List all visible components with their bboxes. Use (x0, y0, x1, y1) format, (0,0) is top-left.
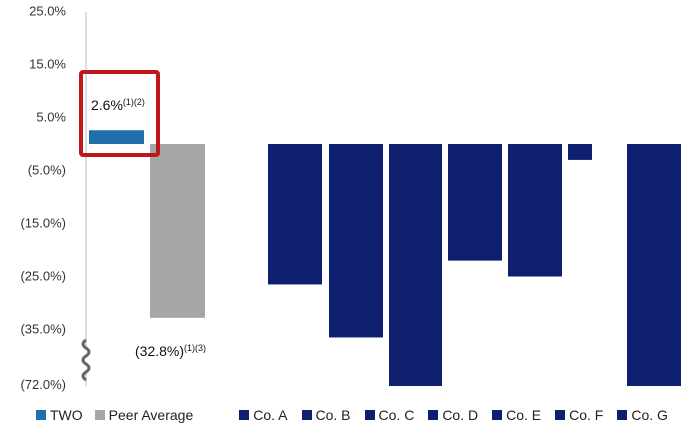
legend-label: Co. A (253, 407, 288, 423)
legend-swatch (36, 410, 46, 420)
legend-swatch (364, 410, 375, 420)
legend-label: Co. G (631, 407, 668, 423)
bar-peer-average (150, 144, 205, 318)
legend-item-co-e: Co. E (492, 407, 541, 423)
legend-label: Co. C (378, 407, 415, 423)
y-tick-label: (25.0%) (20, 269, 66, 284)
legend-item-co-a: Co. A (239, 407, 288, 423)
bar-co-g (627, 144, 681, 386)
legend-swatch (94, 410, 105, 420)
legend-swatch (617, 410, 628, 420)
bar-co-e (508, 144, 562, 277)
axis-break-icon (81, 338, 91, 382)
legend-item-co-b: Co. B (301, 407, 351, 423)
bar-co-c (389, 144, 442, 386)
legend-item-co-c: Co. C (364, 407, 415, 423)
y-tick-label: (5.0%) (28, 163, 66, 178)
y-tick-label: (72.0%) (20, 377, 66, 392)
two-highlight-box (79, 70, 160, 157)
legend-label: Co. F (569, 407, 604, 423)
y-tick-label: 25.0% (29, 4, 66, 19)
legend-swatch (428, 410, 439, 420)
two-value-label: 2.6%(1)(2) (91, 97, 145, 113)
legend-label: Co. E (506, 407, 542, 423)
legend: TWO Peer Average Co. A Co. B Co. C Co. D Co. E… (36, 405, 668, 425)
y-tick-label: (35.0%) (20, 322, 66, 337)
legend-item-two: TWO (36, 407, 83, 423)
legend-swatch (239, 410, 250, 420)
legend-label: Co. B (315, 407, 351, 423)
bar-co-f (568, 144, 592, 160)
y-tick-label: 5.0% (36, 110, 66, 125)
chart: 25.0% 15.0% 5.0% (5.0%) (15.0%) (25.0%) (35.0%… (20, 4, 681, 392)
y-tick-label: 15.0% (29, 57, 66, 72)
legend-item-co-g: Co. G (617, 407, 668, 423)
legend-label: TWO (50, 407, 83, 423)
bar-two (89, 130, 144, 144)
legend-label: Peer Average (108, 407, 194, 423)
legend-item-peer-average: Peer Average (94, 407, 194, 423)
y-tick-label: (15.0%) (20, 216, 66, 231)
bar-co-b (329, 144, 383, 338)
legend-item-co-f: Co. F (555, 407, 603, 423)
bar-co-d (448, 144, 502, 261)
peer-average-value-label: (32.8%)(1)(3) (135, 343, 206, 359)
legend-item-co-d: Co. D (428, 407, 478, 423)
legend-label: Co. D (442, 407, 479, 423)
legend-swatch (301, 410, 312, 420)
legend-swatch (555, 410, 566, 420)
bar-co-a (268, 144, 322, 285)
legend-swatch (492, 410, 503, 420)
